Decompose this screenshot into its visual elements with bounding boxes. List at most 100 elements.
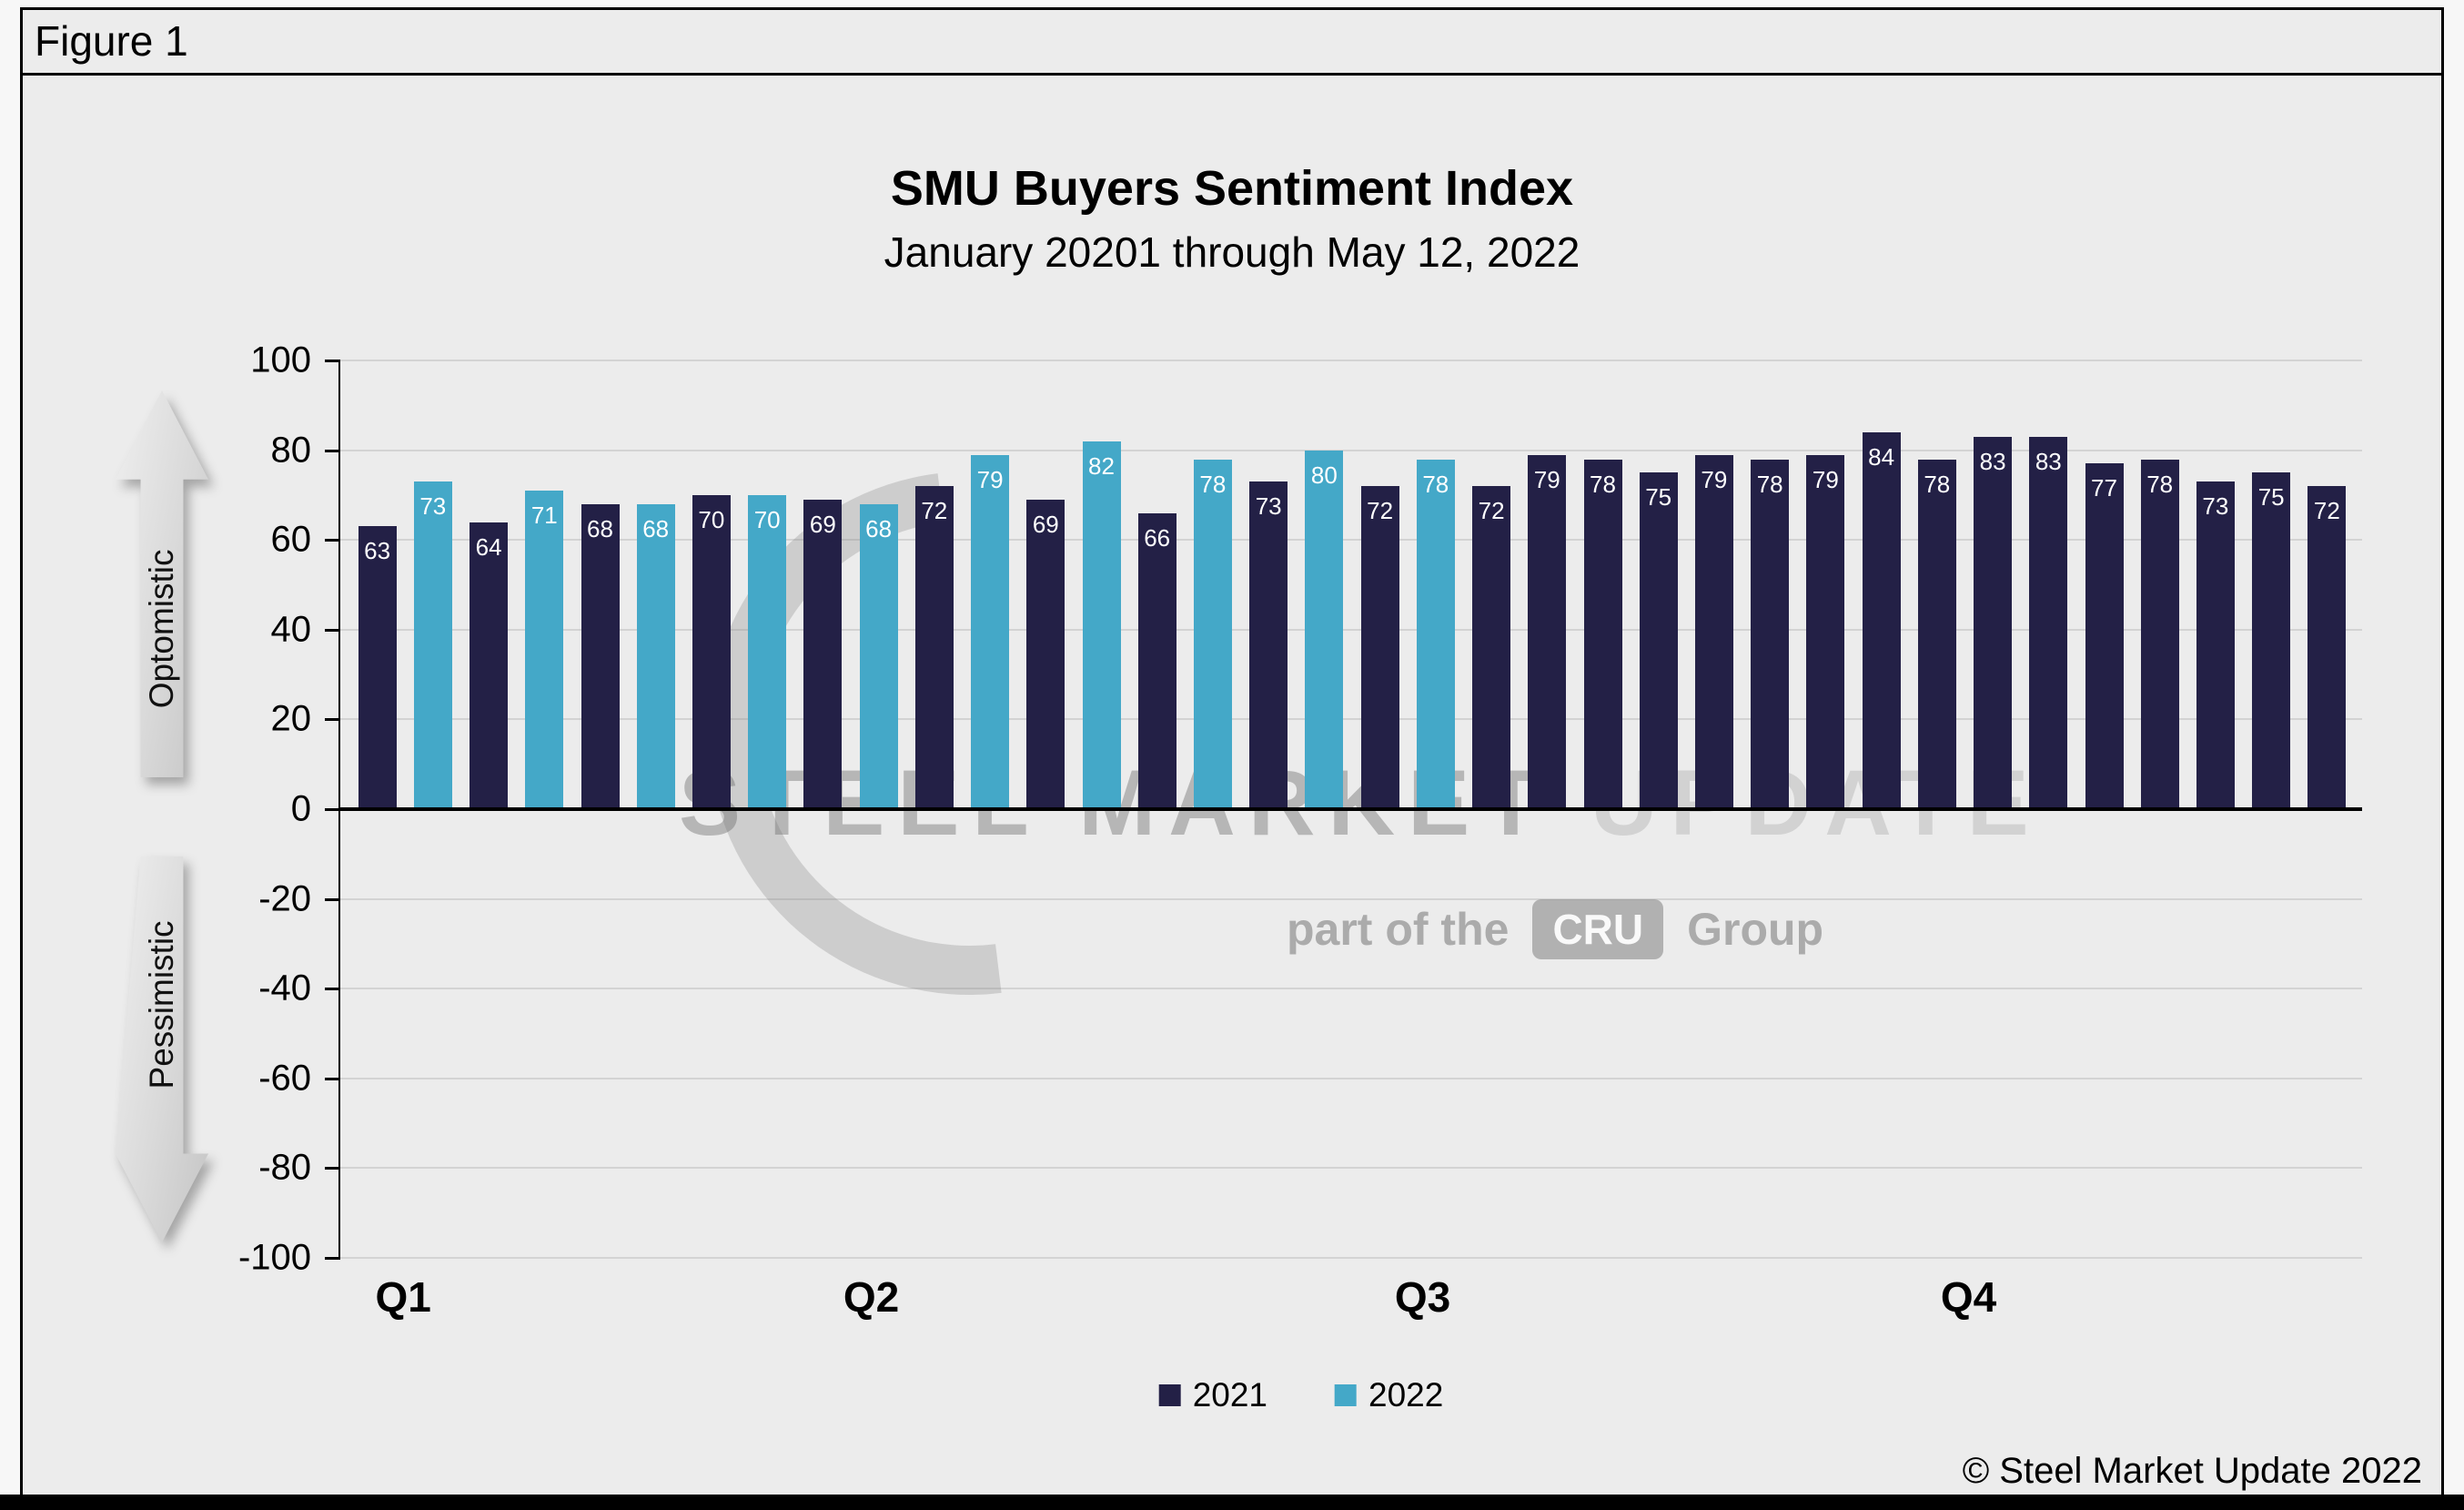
bar-value-label: 72 <box>2313 497 2340 524</box>
gridline <box>340 897 2362 900</box>
bar-value-label: 69 <box>809 510 836 538</box>
bar-2021: 75 <box>1639 472 1678 809</box>
bar-2021: 77 <box>2085 463 2124 809</box>
gridline <box>340 1077 2362 1079</box>
bar-value-label: 83 <box>1979 447 2006 475</box>
legend-item-2021: 2021 <box>1158 1376 1267 1414</box>
bar-2021: 72 <box>1472 486 1511 809</box>
bar-value-label: 72 <box>1367 497 1394 524</box>
bar-2022: 71 <box>525 491 564 809</box>
optimistic-arrow-icon: Optomistic <box>116 390 208 777</box>
y-axis-labels: 100 80 60 40 20 0 -20 -40 -60 -80 -100 <box>118 340 312 1278</box>
bar-value-label: 71 <box>530 502 558 529</box>
y-axis-label: 20 <box>270 698 312 739</box>
y-axis-tick <box>325 628 340 632</box>
gridline <box>340 1257 2362 1259</box>
bar-value-label: 84 <box>1868 442 1895 471</box>
bar-value-label: 75 <box>2257 483 2285 512</box>
pessimistic-arrow-icon: Pessimistic <box>116 856 208 1242</box>
figure-header-divider <box>20 73 2444 76</box>
bar-value-label: 68 <box>587 514 613 542</box>
y-axis-tick <box>325 988 340 991</box>
bar-value-label: 77 <box>2091 474 2117 502</box>
bar-2021: 73 <box>1249 481 1288 809</box>
bar-value-label: 69 <box>1032 510 1059 538</box>
bar-2022: 68 <box>636 503 675 809</box>
bar-value-label: 73 <box>2202 492 2229 521</box>
bar-value-label: 78 <box>1199 470 1227 498</box>
legend-label: 2022 <box>1368 1376 1444 1414</box>
y-axis-tick <box>325 1167 340 1171</box>
legend-swatch-icon <box>1335 1384 1357 1406</box>
y-axis-tick <box>325 360 340 362</box>
bar-2021: 70 <box>692 494 731 809</box>
figure-label: Figure 1 <box>35 17 188 65</box>
bar-2021: 78 <box>1917 459 1956 809</box>
y-axis-tick <box>325 718 340 722</box>
plot-area: STEEL MARKET UPDATE part of the CRU Grou… <box>325 360 2362 1260</box>
bar-2021: 68 <box>581 503 620 809</box>
bar-value-label: 75 <box>1645 483 1672 512</box>
bar-2021: 79 <box>1694 454 1733 809</box>
y-axis-label: 0 <box>290 788 311 829</box>
bar-2021: 64 <box>470 522 509 809</box>
gridline <box>340 718 2362 721</box>
gridline <box>340 539 2362 542</box>
watermark-tagline: part of the CRU Group <box>1287 899 1823 959</box>
x-axis-quarter-label: Q4 <box>1940 1273 1997 1321</box>
bar-value-label: 78 <box>1422 470 1449 498</box>
y-axis-label: -20 <box>258 878 311 919</box>
gridline <box>340 449 2362 451</box>
bar-value-label: 79 <box>1533 465 1560 493</box>
watermark-tagline-prefix: part of the <box>1287 904 1510 955</box>
bar-value-label: 68 <box>642 514 670 542</box>
y-axis-tick <box>325 808 340 811</box>
bar-value-label: 70 <box>753 505 781 533</box>
bar-2021: 72 <box>2307 486 2347 809</box>
bar-2021: 69 <box>1026 499 1065 809</box>
y-axis-tick <box>325 1077 340 1080</box>
x-axis-quarter-label: Q2 <box>843 1273 900 1321</box>
bar-2022: 68 <box>859 503 898 809</box>
chart-subtitle: January 20201 through May 12, 2022 <box>884 228 1580 276</box>
bottom-border-bar <box>0 1495 2464 1510</box>
bar-2022: 79 <box>971 454 1010 809</box>
bar-value-label: 64 <box>475 532 502 561</box>
y-axis-tick <box>325 539 340 542</box>
bar-2022: 73 <box>413 481 452 809</box>
bar-value-label: 80 <box>1310 461 1338 489</box>
bar-value-label: 78 <box>1590 470 1616 498</box>
bar-2021: 72 <box>1360 486 1399 809</box>
gridline <box>340 988 2362 990</box>
bar-2021: 83 <box>1974 436 2013 809</box>
bar-2021: 72 <box>914 486 954 809</box>
cru-logo: CRU <box>1532 899 1664 959</box>
chart-title: SMU Buyers Sentiment Index <box>890 161 1574 216</box>
bar-2021: 78 <box>2140 459 2179 809</box>
bar-2021: 78 <box>1583 459 1622 809</box>
bar-2022: 82 <box>1082 441 1121 809</box>
bar-2021: 83 <box>2029 436 2068 809</box>
x-axis-quarter-label: Q1 <box>375 1273 431 1321</box>
bar-2022: 80 <box>1305 450 1344 809</box>
watermark-tagline-suffix: Group <box>1687 904 1824 955</box>
gridline <box>340 628 2362 631</box>
bar-2021: 73 <box>2196 481 2235 809</box>
legend-item-2022: 2022 <box>1335 1376 1443 1414</box>
zero-axis-line <box>340 807 2362 811</box>
bar-value-label: 83 <box>2035 447 2062 475</box>
y-axis-tick <box>325 1257 340 1260</box>
bar-2021: 66 <box>1137 512 1176 809</box>
y-axis-tick <box>325 897 340 901</box>
copyright: © Steel Market Update 2022 <box>1962 1451 2422 1491</box>
x-axis-quarter-label: Q3 <box>1394 1273 1451 1321</box>
bar-value-label: 70 <box>698 505 725 533</box>
y-axis-label: -100 <box>237 1237 311 1278</box>
bar-2021: 75 <box>2252 472 2291 809</box>
bar-value-label: 73 <box>419 492 447 521</box>
y-axis-label: 40 <box>270 609 312 650</box>
bar-value-label: 78 <box>1756 470 1783 498</box>
bar-2021: 79 <box>1528 454 1567 809</box>
bar-value-label: 63 <box>364 537 391 565</box>
y-axis-label: 100 <box>250 339 311 380</box>
